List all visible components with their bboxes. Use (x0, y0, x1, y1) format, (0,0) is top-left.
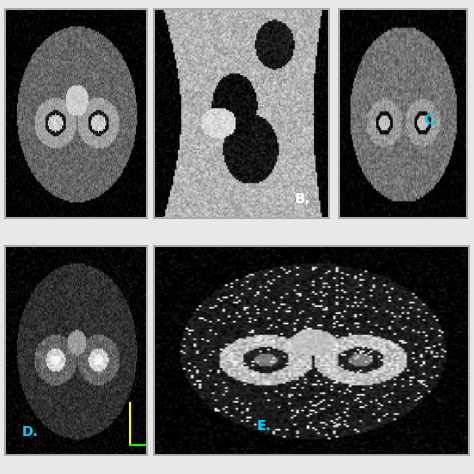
Text: D.: D. (22, 425, 39, 439)
Text: E.: E. (257, 419, 272, 433)
Text: C.: C. (423, 113, 439, 127)
Text: B.: B. (295, 192, 311, 207)
